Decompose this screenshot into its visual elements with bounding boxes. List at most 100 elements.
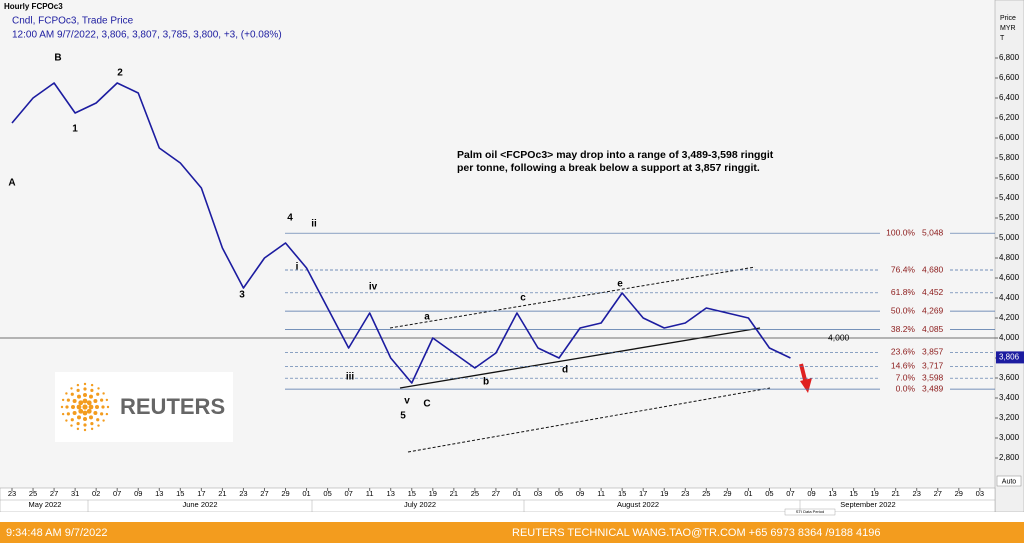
x-tick-label: 23 [913, 489, 921, 498]
x-tick-label: 31 [71, 489, 79, 498]
y-tick-label: 5,600 [999, 173, 1020, 182]
x-tick-label: 05 [765, 489, 773, 498]
logo-dot [71, 405, 75, 409]
x-tick-label: 27 [934, 489, 942, 498]
wave-label: A [8, 178, 15, 189]
logo-dot [93, 411, 98, 415]
fib-ratio: 76.4% [891, 264, 916, 274]
wave-label: c [520, 293, 526, 304]
logo-dot [88, 404, 94, 410]
wave-label: iv [369, 282, 378, 293]
auto-box[interactable] [996, 475, 1022, 487]
logo-dot [105, 412, 109, 416]
wave-label: i [296, 262, 299, 273]
wave-label: v [404, 396, 410, 407]
auto-label[interactable]: Auto [1002, 478, 1017, 485]
x-tick-label: 21 [892, 489, 900, 498]
wave-label: e [617, 279, 623, 290]
wave-label: 1 [72, 124, 78, 135]
logo-dot [83, 417, 87, 421]
fib-value: 3,598 [922, 372, 944, 382]
y-tick-label: 5,000 [999, 233, 1020, 242]
logo-dot [76, 422, 80, 426]
x-tick-label: 25 [471, 489, 479, 498]
logo-dot [78, 408, 84, 414]
period-note: STI Data Period [796, 509, 824, 514]
x-tick-label: 15 [849, 489, 857, 498]
logo-icon [60, 382, 110, 432]
x-tick-label: 15 [176, 489, 184, 498]
x-tick-label: 13 [155, 489, 163, 498]
x-tick-label: 29 [723, 489, 731, 498]
x-tick-label: 17 [639, 489, 647, 498]
logo-dot [77, 394, 81, 399]
y-tick-label: 3,400 [999, 393, 1020, 402]
y-tick-label: 6,400 [999, 93, 1020, 102]
logo-dot [102, 392, 105, 395]
fib-ratio: 14.6% [891, 361, 916, 371]
fib-value: 3,717 [922, 361, 944, 371]
x-tick-label: 27 [50, 489, 58, 498]
y-tick-label: 3,600 [999, 373, 1020, 382]
x-tick-label: 13 [387, 489, 395, 498]
wave-label: B [54, 53, 61, 64]
fib-value: 5,048 [922, 227, 944, 237]
logo-dot [89, 415, 93, 420]
x-tick-label: 19 [660, 489, 668, 498]
logo-dot [105, 398, 109, 402]
logo-dot [83, 382, 87, 386]
fib-label-bg [880, 324, 950, 335]
wave-label: b [483, 377, 489, 388]
x-tick-label: 19 [870, 489, 878, 498]
spacer [0, 512, 1024, 522]
fib-ratio: 0.0% [896, 383, 916, 393]
logo-text: REUTERS [120, 394, 225, 419]
fib-label-bg [880, 361, 950, 372]
axis-label: Price [1000, 15, 1016, 22]
logo-dot [76, 388, 80, 392]
logo-dot [61, 398, 65, 402]
period-box [784, 508, 836, 516]
logo-dot [76, 404, 82, 410]
fib-ratio: 38.2% [891, 324, 916, 334]
wave-label: a [424, 312, 430, 323]
footer-band [0, 522, 1024, 543]
axis-panel [994, 0, 1024, 513]
logo-dot [101, 405, 105, 409]
x-tick-label: 27 [260, 489, 268, 498]
wave-label: 4 [287, 213, 293, 224]
fib-value: 4,085 [922, 324, 944, 334]
month-label: August 2022 [617, 500, 659, 509]
wave-label: d [562, 365, 568, 376]
logo-dot [82, 398, 88, 404]
y-tick-label: 3,200 [999, 413, 1020, 422]
logo-dot [82, 410, 88, 416]
fib-value: 4,680 [922, 264, 944, 274]
y-tick-label: 4,800 [999, 253, 1020, 262]
x-tick-label: 02 [92, 489, 100, 498]
logo-dot [76, 427, 80, 431]
x-tick-label: 29 [281, 489, 289, 498]
axis-label: MYR [1000, 25, 1016, 32]
logo-dot [66, 412, 70, 416]
y-tick-label: 4,400 [999, 293, 1020, 302]
logo-dot [60, 405, 64, 409]
logo-dot [97, 424, 100, 427]
logo-dot [65, 419, 68, 422]
logo-dot [100, 412, 104, 416]
current-price-box [996, 351, 1024, 364]
axis-label: T [1000, 35, 1005, 42]
logo-dot [70, 424, 73, 427]
x-tick-label: 23 [8, 489, 16, 498]
wave-label: 2 [117, 68, 123, 79]
y-tick-label: 6,800 [999, 53, 1020, 62]
y-tick-label: 6,200 [999, 113, 1020, 122]
logo-dot [97, 387, 100, 390]
x-tick-label: 05 [323, 489, 331, 498]
channel-upper [389, 266, 756, 329]
quote-line: 12:00 AM 9/7/2022, 3,806, 3,807, 3,785, … [12, 30, 282, 41]
footer-time: 9:34:48 AM 9/7/2022 [6, 527, 108, 539]
fib-ratio: 61.8% [891, 287, 916, 297]
